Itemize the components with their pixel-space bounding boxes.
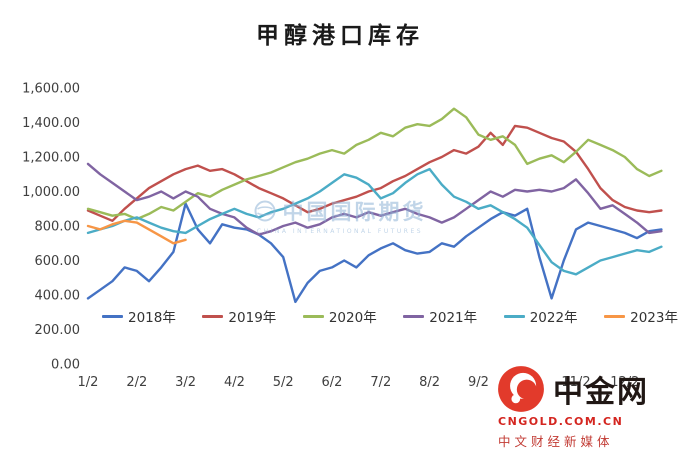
y-axis-tick-label: 1,200.00 [22,151,80,166]
series-line-2 [86,107,663,221]
series-line-5 [86,219,187,245]
chart-title: 甲醇港口库存 [256,23,424,49]
x-axis-tick-label: 1/2 [78,375,99,390]
y-axis-tick-label: 0.00 [51,358,80,373]
x-axis-tick-label: 4/2 [224,375,245,390]
legend-swatch [302,314,324,318]
series-line-4 [86,167,663,276]
x-axis-tick-label: 12/2 [610,375,639,390]
legend-label: 2022年 [529,310,578,326]
brand-domain: CNGOLD.COM.CN [498,415,624,428]
x-axis-tick-label: 6/2 [322,375,343,390]
legend-item-2: 2020年 [302,306,377,326]
x-axis-tick-label: 3/2 [175,375,196,390]
legend-swatch [403,314,425,318]
chart-legend: 2018年 2019年 2020年 2021年 2022年 2023年 [102,306,678,326]
series-line-0 [86,202,663,304]
legend-label: 2021年 [429,310,478,326]
y-axis-tick-label: 200.00 [35,323,81,338]
brand-name: 中金网 [553,375,649,410]
x-axis-tick-label: 11/2 [561,375,590,390]
legend-item-5: 2023年 [604,306,678,326]
brand-tagline: 中文财经新媒体 [498,434,614,449]
legend-swatch [503,314,525,318]
legend-item-4: 2022年 [503,306,578,326]
legend-label: 2018年 [128,310,176,326]
cngold-logo-icon [498,366,544,412]
y-axis-tick-label: 1,400.00 [22,116,80,131]
legend-swatch [102,314,123,318]
legend-swatch [604,314,626,318]
y-axis-tick-label: 800.00 [35,220,81,235]
legend-item-3: 2021年 [403,306,477,326]
x-axis-tick-label: 8/2 [419,375,440,390]
y-axis-tick-label: 400.00 [35,289,81,304]
legend-label: 2020年 [328,310,377,326]
legend-item-0: 2018年 [102,306,176,326]
brand-block: 中金网 CNGOLD.COM.CN 中文财经新媒体 [496,364,672,450]
x-axis-tick-label: 9/2 [468,375,489,390]
x-axis-tick-label: 7/2 [370,375,391,390]
legend-swatch [202,314,224,318]
legend-label: 2019年 [228,310,277,326]
series-line-1 [86,124,663,223]
x-axis-tick-label: 5/2 [273,375,294,390]
legend-label: 2023年 [630,310,678,326]
series-line-3 [86,162,663,236]
x-axis-tick-label: 2/2 [126,375,147,390]
y-axis-tick-label: 1,000.00 [22,185,80,200]
legend-item-1: 2019年 [202,306,276,326]
y-axis-tick-label: 600.00 [35,254,81,269]
y-axis-tick-label: 1,600.00 [22,82,80,97]
